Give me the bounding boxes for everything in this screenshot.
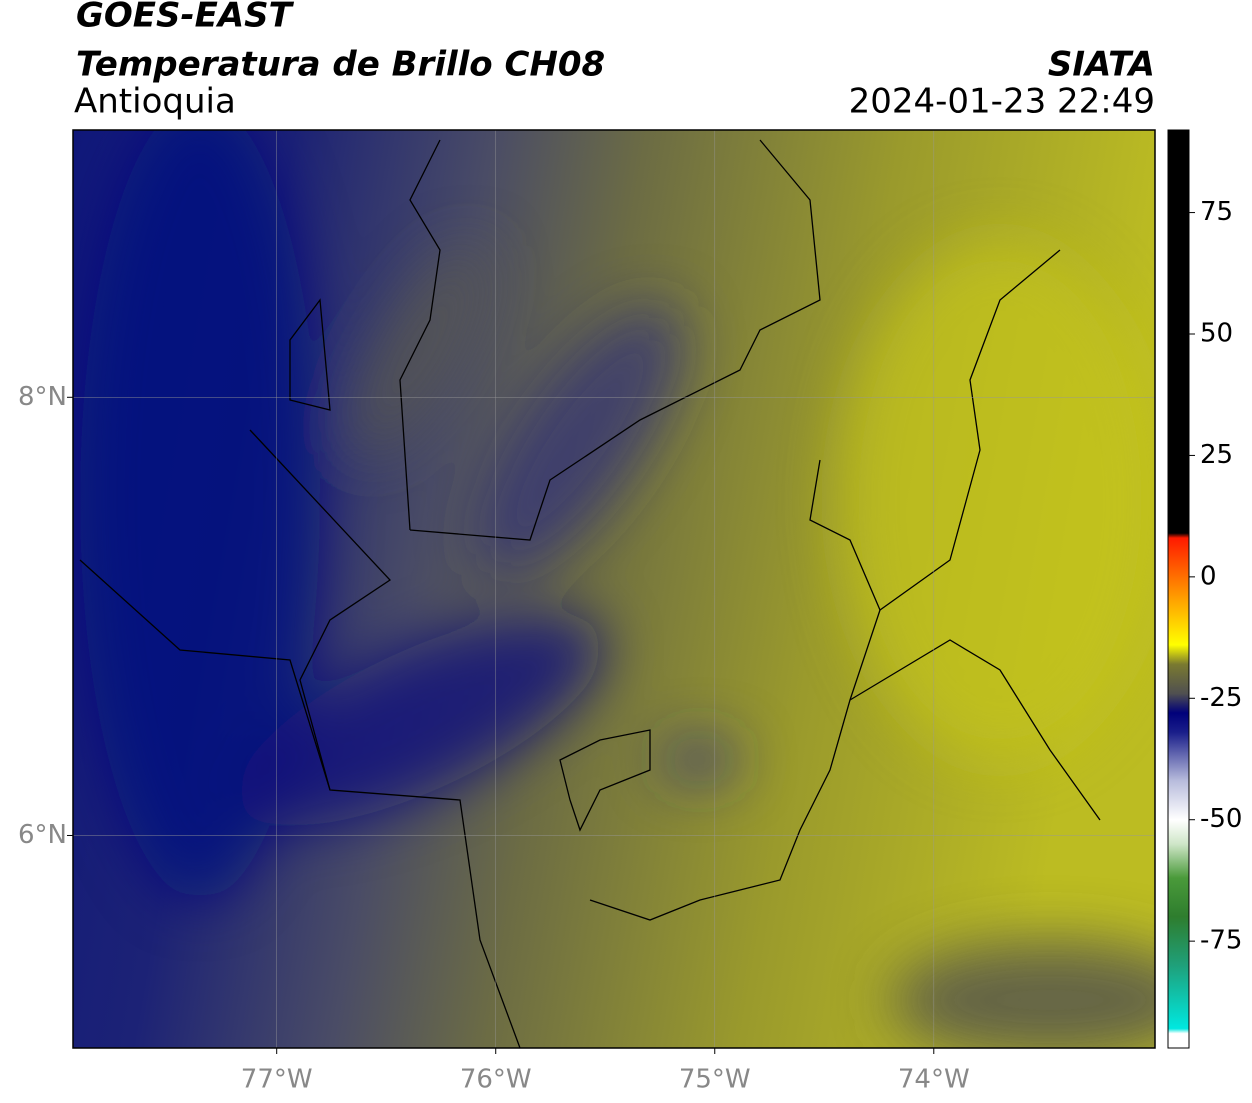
y-tick-label: 8°N bbox=[18, 382, 67, 412]
cloud-features bbox=[80, 130, 1155, 1048]
colorbar-tick-label: 25 bbox=[1200, 440, 1233, 470]
colorbar-tick-label: 75 bbox=[1200, 197, 1233, 227]
colorbar-tick-label: 50 bbox=[1200, 319, 1233, 349]
title: GOES-EAST bbox=[76, 0, 295, 36]
colorbar-tick-label: -25 bbox=[1200, 683, 1242, 713]
map-field bbox=[73, 130, 1155, 1048]
grid bbox=[73, 130, 1155, 1048]
source: SIATA bbox=[1048, 45, 1155, 85]
colorbar-tick-label: 0 bbox=[1200, 561, 1217, 591]
x-tick-label: 75°W bbox=[679, 1065, 751, 1095]
x-tick-label: 76°W bbox=[460, 1065, 532, 1095]
region: Antioquia bbox=[74, 82, 236, 122]
x-tick-label: 74°W bbox=[898, 1065, 970, 1095]
colorbar-tick-label: -75 bbox=[1200, 926, 1242, 956]
colorbar-tick-label: -50 bbox=[1200, 804, 1242, 834]
y-tick-label: 6°N bbox=[18, 820, 67, 850]
datetime: 2024-01-23 22:49 bbox=[849, 82, 1155, 122]
subtitle: Temperatura de Brillo CH08 bbox=[76, 45, 605, 85]
colorbar bbox=[1167, 129, 1190, 1049]
x-tick-label: 77°W bbox=[241, 1065, 313, 1095]
borders bbox=[79, 139, 1101, 1048]
map-frame bbox=[72, 129, 1156, 1049]
